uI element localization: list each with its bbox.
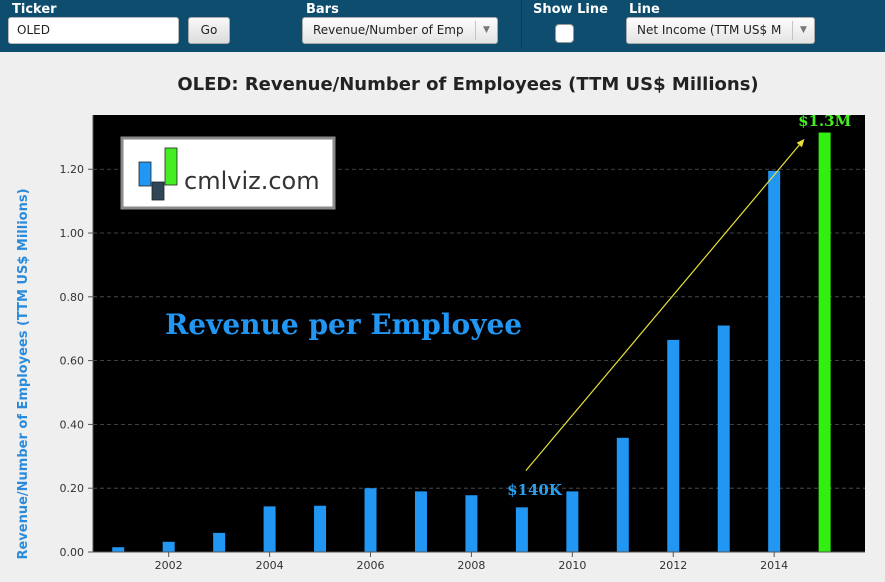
y-tick-label: 1.20 bbox=[60, 163, 85, 176]
bar-2012 bbox=[667, 339, 680, 552]
trend-arrow-head bbox=[796, 138, 805, 148]
bar-2005 bbox=[314, 505, 327, 552]
logo-blue-block bbox=[138, 161, 152, 187]
go-button[interactable]: Go bbox=[188, 17, 230, 44]
x-tick-label: 2002 bbox=[155, 559, 183, 572]
bar-2009 bbox=[515, 507, 528, 552]
y-tick-label: 0.60 bbox=[60, 355, 85, 368]
x-ticks: 2002 2004 2006 2008 2010 2012 2014 bbox=[155, 552, 788, 572]
bar-2008 bbox=[465, 495, 478, 552]
ticker-label: Ticker bbox=[12, 2, 57, 17]
annotation-end-value: $1.3M bbox=[798, 112, 851, 130]
showline-checkbox[interactable] bbox=[555, 24, 574, 43]
y-tick-label: 0.80 bbox=[60, 291, 85, 304]
bars-label: Bars bbox=[306, 2, 339, 17]
annotation-start-value: $140K bbox=[507, 481, 563, 499]
bar-2003 bbox=[213, 532, 226, 552]
x-tick-label: 2008 bbox=[457, 559, 485, 572]
bar-2013 bbox=[717, 325, 730, 552]
trend-arrow bbox=[525, 138, 805, 472]
x-tick-label: 2010 bbox=[558, 559, 586, 572]
line-label: Line bbox=[629, 2, 660, 17]
logo-text: cmlviz.com bbox=[184, 167, 320, 195]
y-ticks: 0.00 0.20 0.40 0.60 0.80 1.00 1.20 bbox=[60, 163, 93, 559]
chart-title: OLED: Revenue/Number of Employees (TTM U… bbox=[177, 74, 758, 95]
bar-2015 bbox=[818, 132, 831, 552]
ticker-input[interactable]: OLED bbox=[8, 17, 179, 44]
y-tick-label: 0.00 bbox=[60, 546, 85, 559]
bars-select-value: Revenue/Number of Emp bbox=[313, 23, 464, 37]
x-tick-label: 2006 bbox=[357, 559, 385, 572]
cmlviz-logo: cmlviz.com bbox=[120, 136, 336, 210]
toolbar-divider bbox=[521, 0, 522, 48]
line-select-value: Net Income (TTM US$ M bbox=[637, 23, 782, 37]
bar-2002 bbox=[162, 541, 175, 552]
x-tick-label: 2014 bbox=[760, 559, 788, 572]
bars-select[interactable]: Revenue/Number of Emp ▼ bbox=[302, 17, 498, 44]
annotation-main: Revenue per Employee bbox=[165, 308, 522, 341]
y-tick-label: 0.40 bbox=[60, 418, 85, 431]
y-tick-label: 1.00 bbox=[60, 227, 85, 240]
logo-green-block bbox=[164, 147, 178, 186]
chart: OLED: Revenue/Number of Employees (TTM U… bbox=[16, 74, 865, 572]
bar-2014 bbox=[768, 170, 781, 552]
bar-2006 bbox=[364, 488, 377, 552]
chevron-down-icon: ▼ bbox=[475, 21, 497, 40]
bar-2007 bbox=[414, 491, 427, 552]
bar-2001 bbox=[112, 547, 125, 552]
x-tick-label: 2012 bbox=[659, 559, 687, 572]
line-select[interactable]: Net Income (TTM US$ M ▼ bbox=[626, 17, 815, 44]
bars bbox=[112, 132, 831, 552]
bar-2004 bbox=[263, 506, 276, 552]
showline-label: Show Line bbox=[533, 2, 608, 17]
y-axis-title: Revenue/Number of Employees (TTM US$ Mil… bbox=[16, 188, 31, 559]
chevron-down-icon: ▼ bbox=[792, 21, 814, 40]
bar-2010 bbox=[566, 491, 579, 552]
y-tick-label: 0.20 bbox=[60, 482, 85, 495]
trend-arrow-line bbox=[525, 144, 800, 472]
logo-dark-block bbox=[151, 181, 165, 201]
x-tick-label: 2004 bbox=[256, 559, 284, 572]
toolbar: Ticker OLED Go Bars Revenue/Number of Em… bbox=[0, 0, 885, 52]
bar-2011 bbox=[616, 437, 629, 552]
